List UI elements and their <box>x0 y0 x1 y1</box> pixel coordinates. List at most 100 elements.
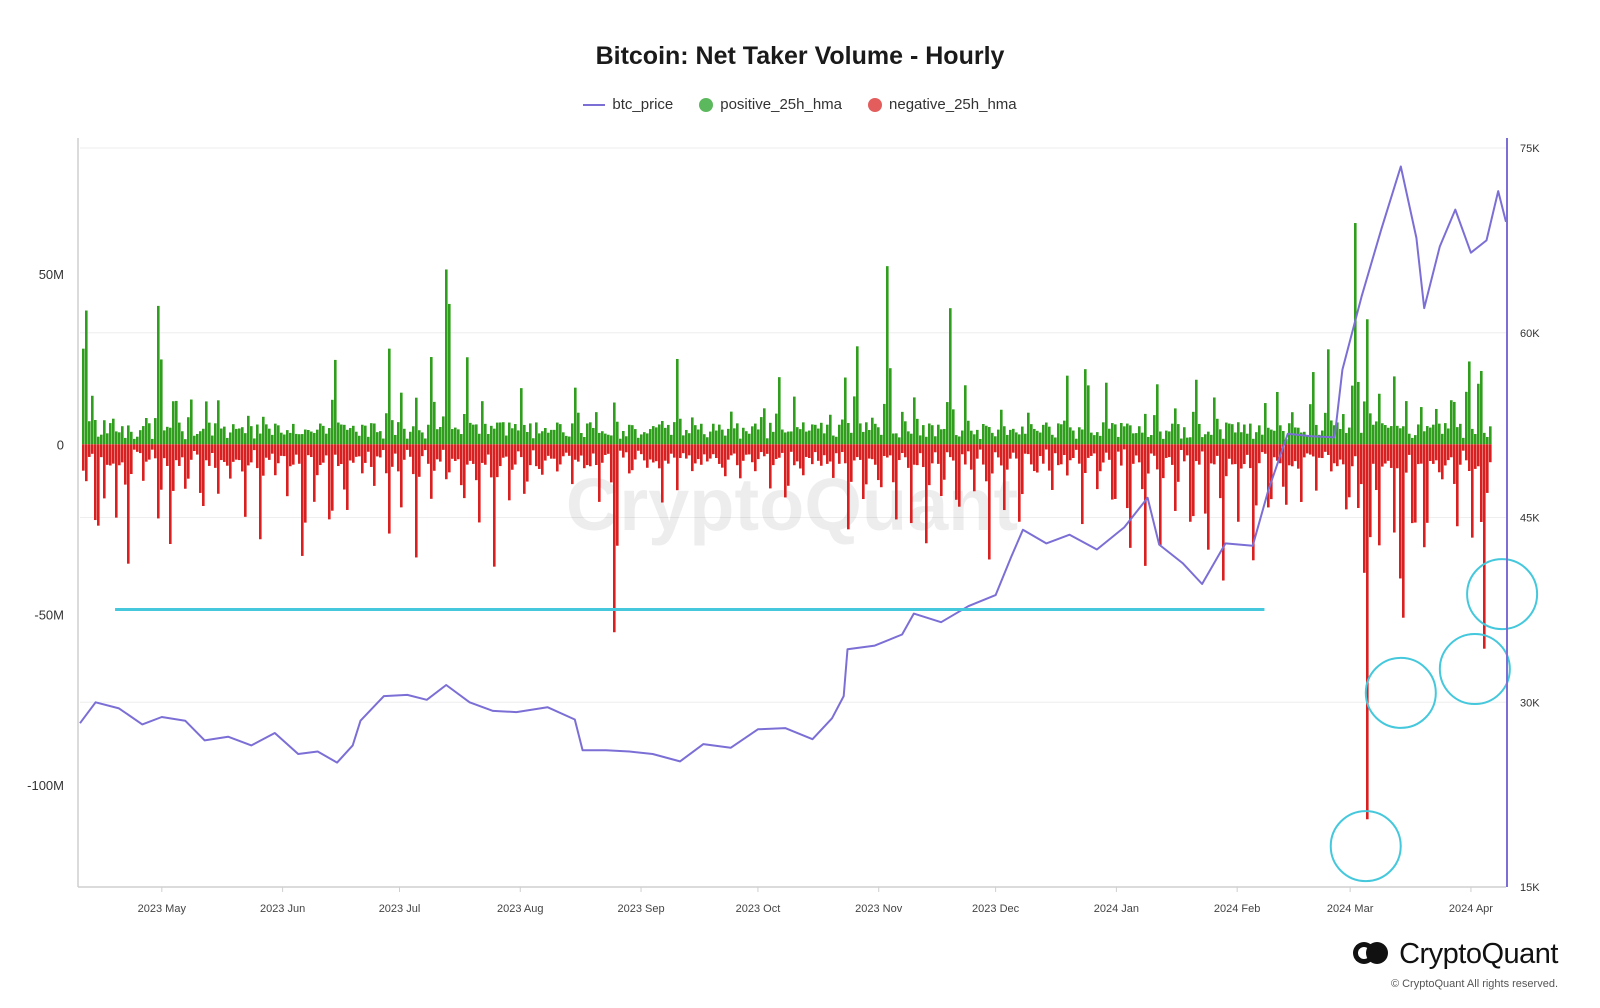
negative_25h_hma-bar <box>724 444 727 477</box>
cryptoquant-logo-icon <box>1353 941 1391 968</box>
positive_25h_hma-bar <box>1159 431 1162 445</box>
positive_25h_hma-bar <box>643 432 646 445</box>
legend-item-btc-price[interactable]: btc_price <box>583 96 673 113</box>
negative_25h_hma-bar <box>1489 444 1492 463</box>
positive_25h_hma-bar <box>934 436 937 445</box>
negative_25h_hma-bar <box>553 444 556 459</box>
positive_25h_hma-bar <box>478 433 481 445</box>
positive_25h_hma-bar <box>802 422 805 445</box>
negative_25h_hma-bar <box>88 444 91 457</box>
negative_25h_hma-bar <box>880 444 883 488</box>
positive_25h_hma-bar <box>1078 427 1081 445</box>
negative_25h_hma-bar <box>865 444 868 485</box>
negative_25h_hma-bar <box>133 444 136 450</box>
negative_25h_hma-bar <box>1009 444 1012 459</box>
negative_25h_hma-bar <box>874 444 877 465</box>
positive_25h_hma-bar <box>385 413 388 445</box>
negative_25h_hma-bar <box>955 444 958 500</box>
negative_25h_hma-bar <box>298 444 301 464</box>
negative_25h_hma-bar <box>1378 444 1381 546</box>
positive_25h_hma-bar <box>1426 426 1429 445</box>
positive_25h_hma-bar <box>769 422 772 445</box>
negative_25h_hma-bar <box>820 444 823 466</box>
positive_25h_hma-bar <box>604 433 607 445</box>
positive_25h_hma-bar <box>394 434 397 445</box>
positive_25h_hma-bar <box>718 424 721 445</box>
negative_25h_hma-bar <box>301 444 304 556</box>
legend-item-negative[interactable]: negative_25h_hma <box>868 96 1017 113</box>
positive_25h_hma-bar <box>1021 426 1024 445</box>
positive_25h_hma-bar <box>253 438 256 445</box>
y-left-tick-label: 0 <box>57 437 64 452</box>
positive_25h_hma-bar <box>346 429 349 445</box>
negative_25h_hma-bar <box>1231 444 1234 465</box>
negative_25h_hma-bar <box>1045 444 1048 450</box>
positive_25h_hma-bar <box>697 429 700 445</box>
negative_25h_hma-bar <box>1048 444 1051 471</box>
negative_25h_hma-bar <box>1369 444 1372 538</box>
positive_25h_hma-bar <box>985 425 988 445</box>
negative_25h_hma-bar <box>418 444 421 477</box>
positive_25h_hma-bar <box>1195 379 1198 445</box>
negative_25h_hma-bar <box>826 444 829 464</box>
positive_25h_hma-bar <box>709 431 712 445</box>
positive_25h_hma-bar <box>886 266 889 445</box>
negative_25h_hma-bar <box>82 444 85 471</box>
positive_25h_hma-bar <box>655 427 658 445</box>
negative_25h_hma-bar <box>607 444 610 454</box>
positive_25h_hma-bar <box>649 429 652 445</box>
positive_25h_hma-bar <box>133 438 136 445</box>
positive_25h_hma-bar <box>148 423 151 445</box>
positive_25h_hma-bar <box>658 424 661 445</box>
negative_25h_hma-bar <box>1465 444 1468 461</box>
positive_25h_hma-bar <box>427 424 430 445</box>
positive_25h_hma-bar <box>511 428 514 445</box>
positive_25h_hma-bar <box>142 426 145 445</box>
positive_25h_hma-bar <box>1291 412 1294 445</box>
negative_25h_hma-bar <box>1255 444 1258 506</box>
positive_25h_hma-bar <box>1387 427 1390 445</box>
positive_25h_hma-bar <box>1231 424 1234 445</box>
positive_25h_hma-bar <box>505 435 508 445</box>
positive_25h_hma-bar <box>850 432 853 445</box>
positive_25h_hma-bar <box>661 420 664 445</box>
positive_25h_hma-bar <box>271 434 274 445</box>
negative_25h_hma-bar <box>466 444 469 465</box>
negative_25h_hma-bar <box>1288 444 1291 466</box>
positive_25h_hma-bar <box>106 433 109 445</box>
positive_25h_hma-bar <box>1405 401 1408 445</box>
positive_25h_hma-bar <box>286 430 289 445</box>
negative_25h_hma-bar <box>1012 444 1015 453</box>
negative_25h_hma-bar <box>562 444 565 457</box>
negative_25h_hma-bar <box>391 444 394 467</box>
negative_25h_hma-bar <box>1183 444 1186 462</box>
negative_25h_hma-bar <box>379 444 382 458</box>
x-tick-label: 2023 Jun <box>260 903 305 915</box>
positive_25h_hma-bar <box>691 417 694 445</box>
positive_25h_hma-bar <box>331 399 334 445</box>
negative_25h_hma-bar <box>355 444 358 457</box>
negative_25h_hma-bar <box>643 444 646 461</box>
negative_25h_hma-bar <box>511 444 514 470</box>
legend-item-positive[interactable]: positive_25h_hma <box>699 96 842 113</box>
negative_25h_hma-bar <box>331 444 334 511</box>
legend-dot-icon <box>868 97 883 112</box>
bars-layer <box>82 223 1492 820</box>
positive_25h_hma-bar <box>1453 401 1456 445</box>
negative_25h_hma-bar <box>1063 444 1066 456</box>
negative_25h_hma-bar <box>460 444 463 486</box>
annotation-layer <box>1329 558 1539 883</box>
negative_25h_hma-bar <box>1270 444 1273 500</box>
negative_25h_hma-bar <box>1396 444 1399 469</box>
positive_25h_hma-bar <box>145 418 148 445</box>
negative_25h_hma-bar <box>1222 444 1225 581</box>
negative_25h_hma-bar <box>910 444 913 524</box>
negative_25h_hma-bar <box>157 444 160 519</box>
negative_25h_hma-bar <box>646 444 649 468</box>
negative_25h_hma-bar <box>202 444 205 507</box>
positive_25h_hma-bar <box>364 425 367 445</box>
positive_25h_hma-bar <box>313 432 316 445</box>
positive_25h_hma-bar <box>631 425 634 445</box>
negative_25h_hma-bar <box>220 444 223 461</box>
